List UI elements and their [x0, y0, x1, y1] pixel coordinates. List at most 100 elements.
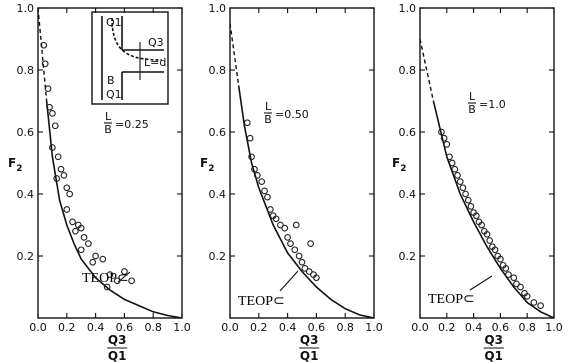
y-axis-label: F2 [392, 156, 406, 174]
data-point [483, 230, 491, 238]
data-point [60, 172, 68, 179]
data-point [446, 153, 453, 161]
x-tick-label: 1.0 [545, 321, 563, 334]
data-point [92, 252, 99, 260]
data-point [57, 165, 65, 173]
y-tick-label: 0.6 [399, 126, 417, 139]
data-point [254, 172, 261, 179]
chart-panel-3: 0.0 0.2 0.4 0.6 0.8 1.0 0.2 0.4 0.6 0.8 1.0 F2 Q3 Q1 L… [392, 2, 563, 362]
data-point [486, 237, 494, 244]
data-point [51, 122, 59, 130]
data-point [63, 206, 71, 213]
data-point [454, 172, 461, 179]
x-tick-label: 0.6 [116, 321, 134, 334]
param-label-value: =0.25 [115, 118, 149, 131]
x-tick-label: 0.0 [221, 321, 239, 334]
data-point [106, 271, 114, 278]
x-tick-label: 0.4 [465, 321, 483, 334]
data-point [53, 175, 61, 182]
y-tick-label: 0.6 [209, 126, 227, 139]
y-tick-label: 1.0 [209, 2, 227, 15]
data-point [537, 302, 544, 309]
param-label-denominator: B [468, 103, 476, 116]
data-point [46, 103, 53, 111]
param-label-numerator: L [265, 100, 272, 113]
data-point [305, 268, 313, 275]
x-tick-label: 0.4 [279, 321, 297, 334]
x-axis-label-denominator: Q1 [108, 349, 127, 362]
data-point [41, 60, 49, 68]
inset-label-ld: L=d [144, 56, 166, 69]
y-tick-label: 0.8 [209, 64, 227, 77]
y-tick-label: 0.4 [17, 188, 35, 201]
param-label-denominator: B [264, 113, 272, 126]
plot-frame [229, 7, 375, 319]
chart-panel-2: 0.0 0.2 0.4 0.6 0.8 1.0 0.2 0.4 0.6 0.8 1.0 F2 Q3 Q1 L… [200, 2, 383, 362]
theory-curve [45, 100, 183, 319]
inset-frame [91, 11, 169, 105]
data-point [451, 165, 459, 173]
param-label-numerator: L [469, 90, 476, 103]
annotation-leader [279, 270, 299, 292]
theory-curve-dashed [37, 7, 48, 102]
y-tick-label: 1.0 [17, 2, 35, 15]
y-tick-label: 0.8 [399, 64, 417, 77]
x-tick-label: 1.0 [173, 321, 191, 334]
data-point [291, 246, 299, 254]
theory-annotation: TEOP⊂ [82, 271, 129, 286]
data-point [459, 184, 467, 192]
data-point [66, 190, 74, 198]
theory-curve [237, 85, 375, 319]
inset-label-q3: Q3 [148, 36, 164, 49]
data-point [277, 221, 284, 229]
data-point [467, 203, 475, 210]
data-point [517, 283, 524, 291]
y-axis-label: F2 [8, 156, 22, 174]
y-tick-label: 0.2 [17, 250, 35, 263]
data-point [301, 265, 309, 272]
data-point [478, 221, 485, 229]
plot-frame [37, 7, 183, 319]
param-label-value: =1.0 [479, 98, 506, 111]
y-axis-label: F2 [200, 156, 214, 174]
x-axis-label-denominator: Q1 [484, 349, 503, 362]
data-point [295, 252, 303, 260]
data-point [121, 268, 128, 275]
x-tick-label: 0.0 [29, 321, 47, 334]
data-point [464, 196, 472, 204]
data-point [49, 144, 56, 151]
data-point [456, 178, 464, 185]
theory-annotation: TEOP⊂ [428, 292, 475, 307]
x-tick-label: 0.8 [518, 321, 536, 334]
data-point [281, 224, 289, 232]
x-tick-label: 0.2 [438, 321, 456, 334]
inset-flow-line [111, 17, 163, 61]
data-point [89, 258, 97, 266]
data-point [462, 190, 469, 198]
data-point [497, 255, 504, 263]
chart-panel-1: 0.0 0.2 0.4 0.6 0.8 1.0 0.2 0.4 0.6 0.8 1.0 F2 Q3 Q1 L… [8, 2, 191, 362]
data-point [502, 265, 510, 272]
data-point [472, 212, 480, 220]
data-point [510, 274, 518, 282]
y-tick-label: 0.8 [17, 64, 35, 77]
data-point [258, 178, 266, 185]
theory-curve [432, 100, 555, 319]
x-tick-label: 0.6 [308, 321, 326, 334]
data-point [448, 159, 456, 167]
data-point [440, 134, 448, 142]
data-point [40, 41, 48, 49]
data-point [99, 255, 107, 263]
data-point [77, 246, 85, 254]
data-point [69, 218, 76, 226]
data-point [80, 234, 88, 241]
x-axis-label-numerator: Q3 [300, 333, 319, 347]
x-tick-label: 0.8 [336, 321, 354, 334]
x-tick-label: 0.4 [87, 321, 105, 334]
y-tick-label: 0.4 [209, 188, 227, 201]
data-point [292, 221, 300, 229]
x-tick-label: 0.0 [411, 321, 429, 334]
